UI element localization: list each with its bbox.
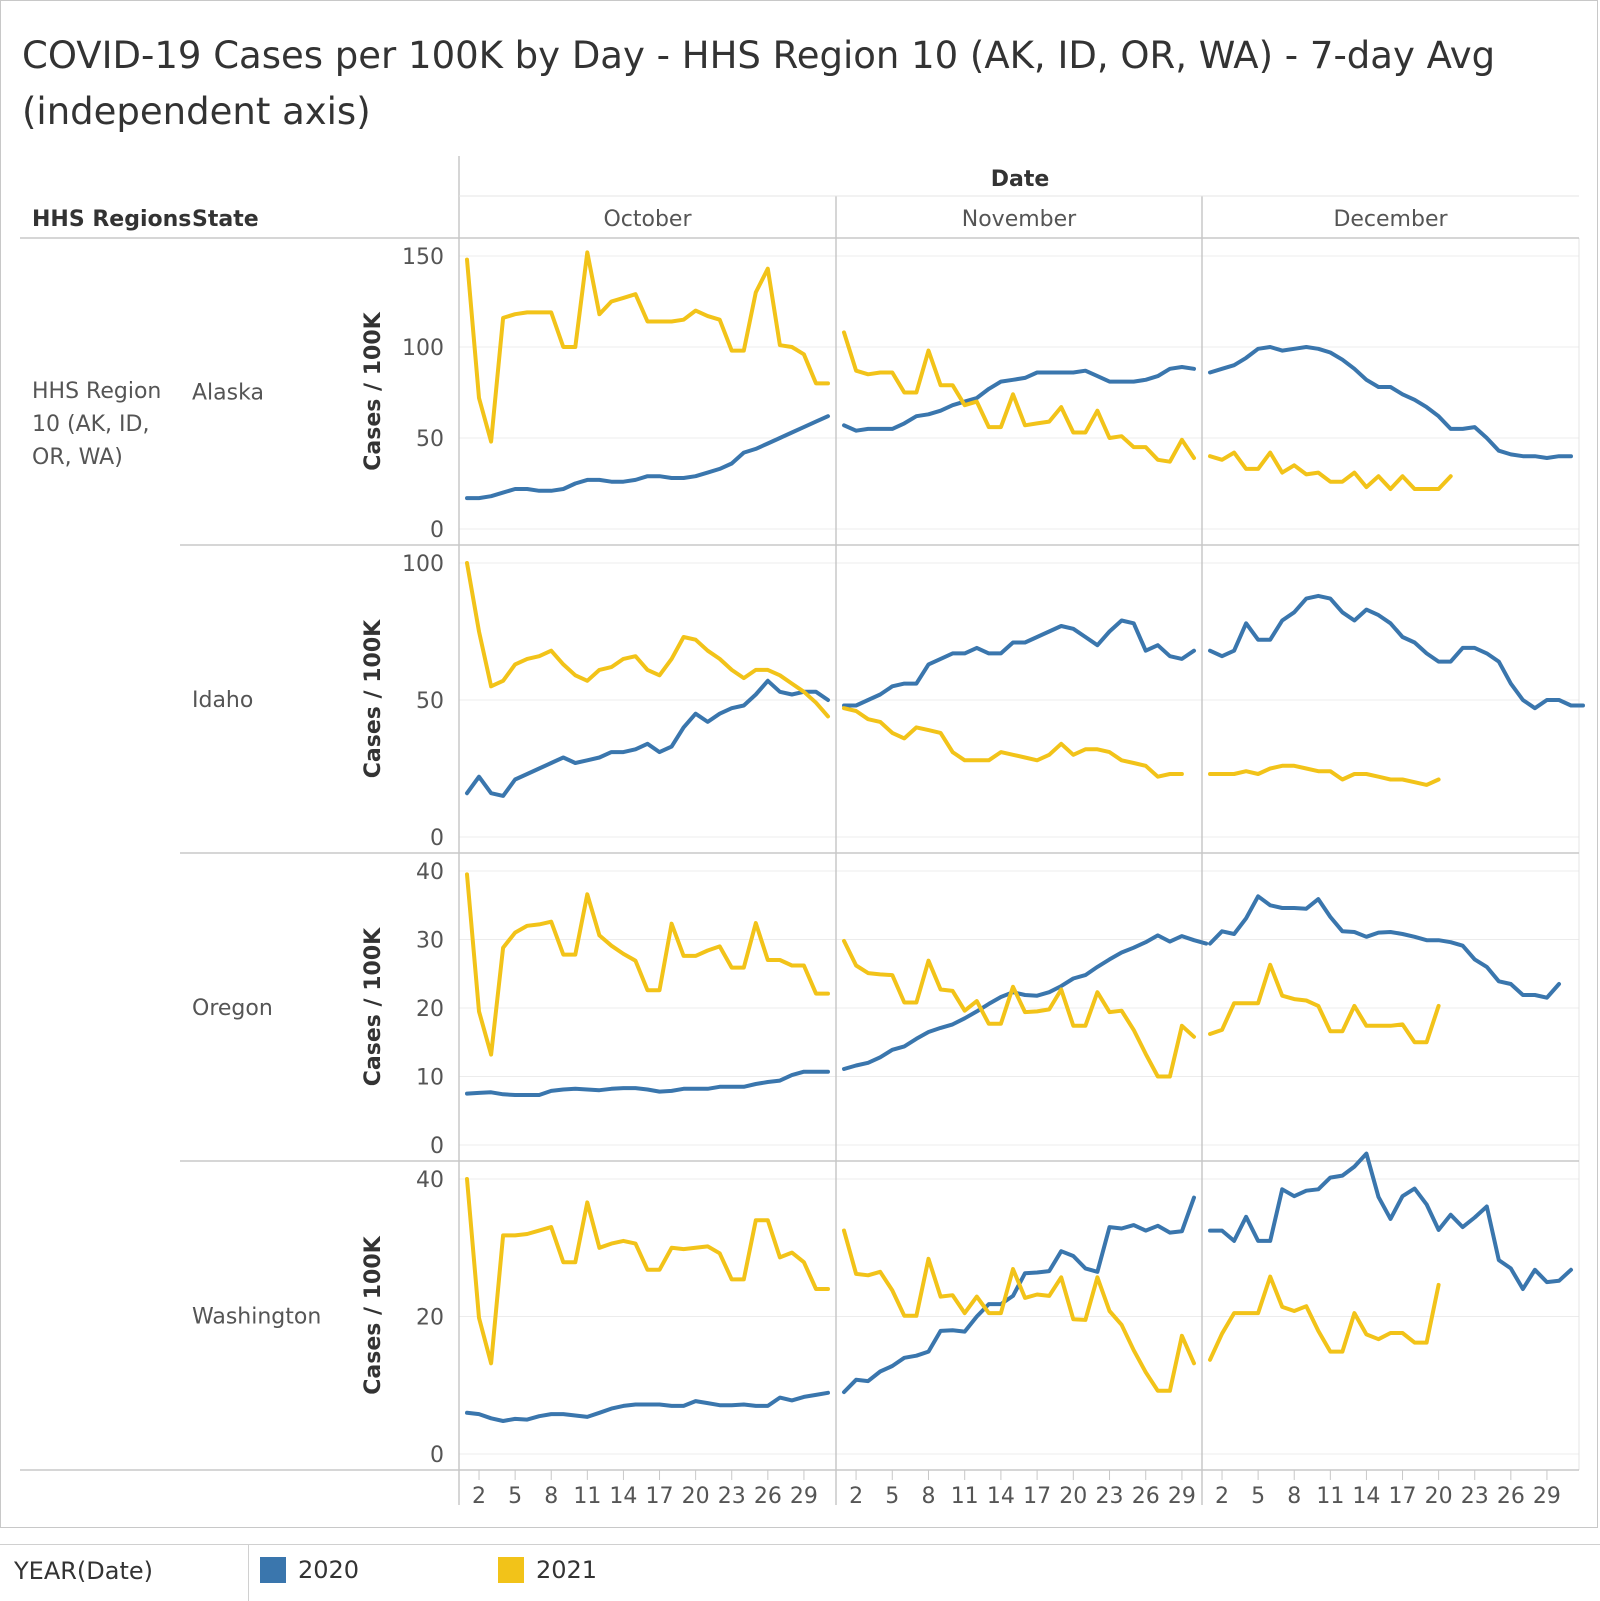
series-line-idaho-2020-december xyxy=(1208,593,1585,711)
series-line-washington-2021-october xyxy=(465,1177,830,1366)
y-tick-label: 20 xyxy=(416,1306,444,1331)
series-line-oregon-2021-december xyxy=(1208,962,1441,1045)
row-header-hhs-regions: HHS Regions xyxy=(32,207,191,232)
x-tick-label: 26 xyxy=(754,1484,782,1509)
chart-title: COVID-19 Cases per 100K by Day - HHS Reg… xyxy=(22,34,1496,133)
column-header-date: Date xyxy=(991,167,1050,192)
series-line-idaho-2021-october xyxy=(465,561,830,719)
month-header-december: December xyxy=(1333,207,1448,232)
row-header-state: State xyxy=(192,207,259,232)
y-tick-label: 40 xyxy=(416,1168,444,1193)
y-tick-label: 50 xyxy=(416,427,444,452)
series-line-washington-2020-october xyxy=(465,1390,830,1423)
series-line-oregon-2020-october xyxy=(465,1069,830,1097)
series-line-washington-2020-december xyxy=(1208,1151,1573,1291)
series-line-oregon-2021-november xyxy=(842,938,1196,1079)
region-label-line: OR, WA) xyxy=(32,445,123,470)
legend-swatch-2020 xyxy=(260,1557,286,1583)
series-line-idaho-2020-november xyxy=(842,618,1196,708)
series-line-idaho-2020-october xyxy=(465,678,830,798)
y-tick-label: 0 xyxy=(430,1443,444,1468)
legend-divider xyxy=(248,1545,249,1601)
y-axis-label: Cases / 100K xyxy=(361,619,386,778)
series-line-idaho-2021-december xyxy=(1208,763,1441,787)
series-line-washington-2021-december xyxy=(1208,1274,1441,1362)
series-line-oregon-2020-november xyxy=(842,933,1209,1071)
x-tick-label: 5 xyxy=(885,1484,899,1509)
series-line-alaska-2021-november xyxy=(842,330,1196,464)
x-tick-label: 2 xyxy=(472,1484,486,1509)
x-tick-label: 8 xyxy=(544,1484,558,1509)
y-tick-label: 100 xyxy=(402,552,444,577)
x-tick-label: 23 xyxy=(718,1484,746,1509)
x-tick-label: 8 xyxy=(1287,1484,1301,1509)
x-tick-label: 29 xyxy=(1168,1484,1196,1509)
x-tick-label: 20 xyxy=(682,1484,710,1509)
series-line-alaska-2020-october xyxy=(465,414,830,501)
y-axis-label: Cases / 100K xyxy=(361,1235,386,1394)
x-tick-label: 29 xyxy=(790,1484,818,1509)
month-header-october: October xyxy=(603,207,692,232)
series-line-alaska-2020-november xyxy=(842,365,1196,433)
y-axis-label: Cases / 100K xyxy=(361,927,386,1086)
series-line-alaska-2020-december xyxy=(1208,345,1573,460)
x-tick-label: 8 xyxy=(921,1484,935,1509)
series-line-alaska-2021-october xyxy=(465,250,830,444)
series-line-oregon-2021-october xyxy=(465,872,830,1057)
chart-frame xyxy=(0,0,1598,1528)
state-label-alaska: Alaska xyxy=(192,381,264,406)
series-line-idaho-2021-november xyxy=(842,706,1184,779)
region-label-line: HHS Region xyxy=(32,379,161,404)
y-tick-label: 30 xyxy=(416,929,444,954)
line-chart: Date HHS Regions State October November Decem… xyxy=(20,156,1585,1509)
region-label-line: 10 (AK, ID, xyxy=(32,412,149,437)
y-tick-label: 20 xyxy=(416,997,444,1022)
series-line-alaska-2021-december xyxy=(1208,450,1453,491)
x-tick-label: 17 xyxy=(1023,1484,1051,1509)
y-tick-label: 50 xyxy=(416,689,444,714)
x-tick-label: 2 xyxy=(849,1484,863,1509)
x-tick-label: 17 xyxy=(646,1484,674,1509)
x-tick-label: 26 xyxy=(1132,1484,1160,1509)
x-tick-label: 20 xyxy=(1059,1484,1087,1509)
state-label-washington: Washington xyxy=(192,1305,321,1330)
legend: YEAR(Date) 2020 2021 xyxy=(0,1544,1600,1601)
x-tick-label: 29 xyxy=(1533,1484,1561,1509)
series-line-washington-2021-november xyxy=(842,1228,1196,1393)
legend-swatch-2021 xyxy=(498,1557,524,1583)
month-header-november: November xyxy=(962,207,1077,232)
x-tick-label: 11 xyxy=(951,1484,979,1509)
y-tick-label: 40 xyxy=(416,860,444,885)
x-tick-label: 14 xyxy=(609,1484,637,1509)
legend-label-2020: 2020 xyxy=(298,1556,360,1584)
legend-title: YEAR(Date) xyxy=(14,1557,154,1585)
y-tick-label: 0 xyxy=(430,518,444,543)
x-tick-label: 11 xyxy=(573,1484,601,1509)
y-axis-label: Cases / 100K xyxy=(361,311,386,470)
y-tick-label: 10 xyxy=(416,1066,444,1091)
x-tick-label: 5 xyxy=(1251,1484,1265,1509)
y-tick-label: 0 xyxy=(430,826,444,851)
x-tick-label: 5 xyxy=(508,1484,522,1509)
x-tick-label: 17 xyxy=(1389,1484,1417,1509)
y-tick-label: 0 xyxy=(430,1134,444,1159)
x-tick-label: 11 xyxy=(1316,1484,1344,1509)
x-tick-label: 23 xyxy=(1096,1484,1124,1509)
state-label-oregon: Oregon xyxy=(192,996,273,1021)
series-line-oregon-2020-december xyxy=(1208,894,1561,1000)
y-tick-label: 100 xyxy=(402,336,444,361)
state-label-idaho: Idaho xyxy=(192,688,253,713)
x-tick-label: 14 xyxy=(987,1484,1015,1509)
x-tick-label: 20 xyxy=(1425,1484,1453,1509)
x-tick-label: 2 xyxy=(1215,1484,1229,1509)
x-tick-label: 23 xyxy=(1461,1484,1489,1509)
legend-label-2021: 2021 xyxy=(536,1556,598,1584)
y-tick-label: 150 xyxy=(402,245,444,270)
x-tick-label: 26 xyxy=(1497,1484,1525,1509)
x-tick-label: 14 xyxy=(1352,1484,1380,1509)
